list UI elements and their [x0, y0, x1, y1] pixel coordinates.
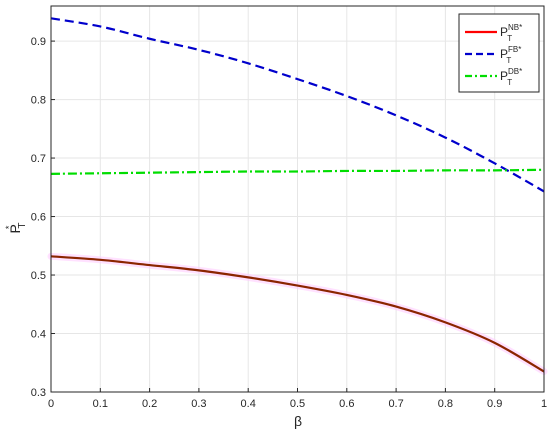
- axis-ticks: 0 0.1 0.2 0.3 0.4 0.5 0.6 0.7 0.8 0.9 1 0.3 0.4 0.5 0.…: [31, 36, 547, 410]
- y-tick-label: 0.3: [31, 387, 46, 399]
- series-lines: [47, 17, 548, 376]
- x-tick-label: 0.6: [339, 398, 354, 410]
- y-tick-label: 0.6: [31, 212, 46, 224]
- legend-label: PFB* T: [500, 45, 521, 65]
- y-tick-label: 0.5: [31, 270, 46, 282]
- x-tick-label: 1: [541, 398, 547, 410]
- x-axis-label-text: β: [294, 413, 302, 429]
- y-tick-label: 0.8: [31, 95, 46, 107]
- legend-item: PFB* T: [465, 45, 521, 65]
- series-line-db: [50, 168, 545, 175]
- y-axis-label-base: P: [7, 224, 23, 233]
- x-tick-label: 0.5: [290, 398, 305, 410]
- svg-text:P*T: P* T: [4, 223, 28, 234]
- x-tick-label: 0.9: [487, 398, 502, 410]
- legend-box: [458, 13, 540, 93]
- y-tick-label: 0.9: [31, 36, 46, 48]
- x-tick-label: 0.3: [191, 398, 206, 410]
- y-tick-label: 0.7: [31, 153, 46, 165]
- series-line-fb: [50, 17, 545, 193]
- legend-item: PNB* T: [465, 23, 522, 43]
- x-tick-label: 0.2: [142, 398, 157, 410]
- x-tick-label: 0.1: [93, 398, 108, 410]
- x-axis-label: β: [294, 413, 302, 429]
- y-axis-label-sub: T: [17, 223, 28, 229]
- y-tick-label: 0.4: [31, 329, 46, 341]
- x-tick-label: 0.7: [388, 398, 403, 410]
- x-tick-label: 0: [48, 398, 54, 410]
- series-line-nb: [50, 255, 545, 373]
- legend-item: PDB* T: [465, 67, 522, 87]
- y-axis-label: P* T: [4, 223, 28, 234]
- legend-label: PNB* T: [500, 23, 522, 43]
- legend-label: PDB* T: [500, 67, 522, 87]
- x-tick-label: 0.8: [438, 398, 453, 410]
- x-tick-label: 0.4: [241, 398, 256, 410]
- y-axis-label-sup: *: [4, 225, 14, 229]
